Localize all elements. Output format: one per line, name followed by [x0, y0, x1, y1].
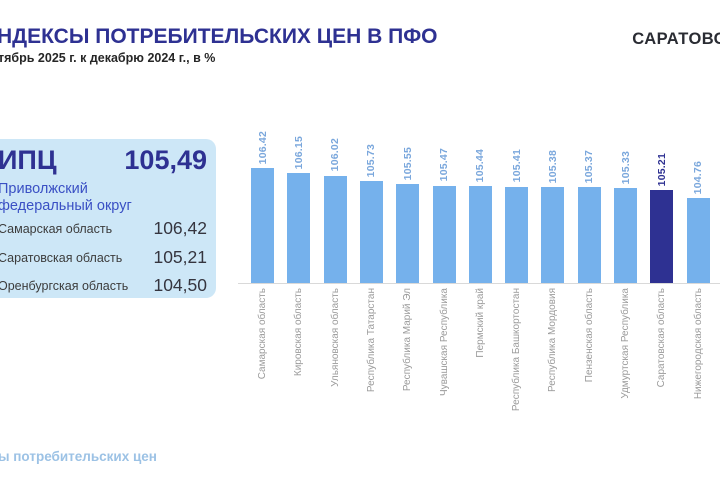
card-row-label: Самарская область: [0, 222, 113, 236]
bar: [323, 175, 347, 284]
bar: [251, 168, 274, 284]
category-column: Удмуртская Республика: [607, 288, 644, 408]
federal-district-line1: Приволжский: [0, 181, 88, 197]
bar-column: 106.15: [280, 0, 317, 284]
category-column: Нижегородская область: [680, 288, 717, 408]
bar-highlighted: [650, 190, 674, 284]
bar-column: 105.38: [534, 0, 571, 284]
bar-value-label: 105.73: [365, 143, 378, 177]
bar: [432, 185, 456, 284]
category-column: Чувашская Республика: [426, 288, 463, 408]
category-label: Саратовская область: [656, 288, 668, 388]
bar-column: 105.47: [426, 0, 463, 284]
bar-value-label: 105.38: [546, 149, 559, 184]
category-column: Республика Марий Эл: [389, 288, 426, 408]
category-label: Ульяновская область: [329, 288, 341, 387]
bar-column: 104.76: [680, 0, 717, 284]
bar: [577, 187, 601, 284]
card-row-label: Саратовская область: [0, 251, 123, 265]
footer-caption: ы потребительских цен: [0, 449, 157, 464]
category-label: Республика Марий Эл: [402, 288, 414, 392]
card-row-value: 104,50: [153, 275, 207, 295]
bar: [505, 186, 529, 284]
category-label: Республика Мордовия: [547, 288, 559, 392]
federal-district-line2: федеральный округ: [0, 198, 132, 214]
category-column: Кировская область: [280, 288, 317, 408]
bar: [359, 180, 383, 284]
bar: [614, 188, 637, 284]
bar-value-label: 106.02: [329, 138, 342, 172]
page-subtitle: тябрь 2025 г. к декабрю 2024 г., в %: [0, 51, 216, 65]
category-label: Пензенская область: [583, 288, 595, 383]
bar-value-label: 105.44: [474, 148, 487, 183]
category-label: Удмуртская Республика: [620, 288, 631, 399]
category-column: Республика Мордовия: [534, 288, 571, 408]
category-column: Республика Башкортостан: [498, 288, 535, 412]
saratovstat-logo: САРАТОВС: [632, 30, 720, 48]
card-row-samara: Самарская область 106,42: [0, 218, 216, 240]
ipc-label: ИПЦ: [0, 145, 57, 175]
bar: [287, 173, 311, 284]
category-column: Саратовская область: [643, 288, 680, 408]
bar: [541, 187, 565, 284]
federal-district-name: Приволжский федеральный округ: [0, 181, 132, 215]
ipc-value: 105,49: [124, 145, 207, 175]
bar: [686, 198, 710, 284]
card-row-value: 105,21: [153, 247, 207, 267]
bar-column: 106.02: [317, 0, 354, 284]
category-column: Пензенская область: [571, 288, 608, 408]
category-label: Чувашская Республика: [438, 288, 450, 396]
category-label: Нижегородская область: [692, 288, 704, 400]
category-column: Республика Татарстан: [353, 288, 390, 408]
bar-value-label: 105.21: [655, 152, 668, 187]
card-row-saratov: Саратовская область 105,21: [0, 247, 216, 269]
page-title: НДЕКСЫ ПОТРЕБИТЕЛЬСКИХ ЦЕН В ПФО: [0, 25, 438, 48]
bar-value-label: 105.55: [401, 146, 414, 181]
x-axis-line: [238, 283, 720, 284]
bar-column: 105.21: [643, 0, 680, 284]
bar-column: 106.42: [244, 0, 281, 284]
category-column: Ульяновская область: [317, 288, 354, 408]
bar-column: 105.33: [607, 0, 644, 284]
summary-card: ИПЦ 105,49 Приволжский федеральный округ…: [0, 139, 216, 298]
card-row-value: 106,42: [153, 218, 207, 238]
card-row-orenburg: Оренбургская область 104,50: [0, 275, 216, 297]
category-column: Пермский край: [462, 288, 499, 408]
bar-value-label: 105.33: [619, 150, 632, 185]
category-label: Самарская область: [257, 288, 268, 380]
bar-column: 105.44: [462, 0, 499, 284]
category-label: Республика Татарстан: [365, 288, 377, 393]
bar-value-label: 106.15: [292, 135, 305, 170]
bar: [468, 186, 492, 284]
category-label: Пермский край: [474, 288, 486, 358]
bar-value-label: 106.42: [256, 131, 269, 165]
bar-column: 105.37: [571, 0, 608, 284]
bar-column: 105.41: [498, 0, 535, 284]
bar-value-label: 104.76: [692, 161, 705, 195]
card-row-label: Оренбургская область: [0, 279, 129, 293]
bar-value-label: 105.41: [510, 149, 523, 183]
bar-value-label: 105.47: [438, 148, 450, 182]
bar-column: 105.73: [353, 0, 390, 284]
bar-chart: 106.42 106.15 106.02 105.73 105.55 105.47 105.…: [244, 0, 720, 284]
bar-chart-category-axis: Самарская область Кировская область Ульяно…: [244, 288, 720, 412]
category-label: Кировская область: [293, 288, 305, 377]
category-label: Республика Башкортостан: [511, 288, 523, 412]
bar-value-label: 105.37: [583, 150, 596, 184]
bar-column: 105.55: [389, 0, 426, 284]
category-column: Самарская область: [244, 288, 281, 408]
bar: [396, 184, 420, 284]
